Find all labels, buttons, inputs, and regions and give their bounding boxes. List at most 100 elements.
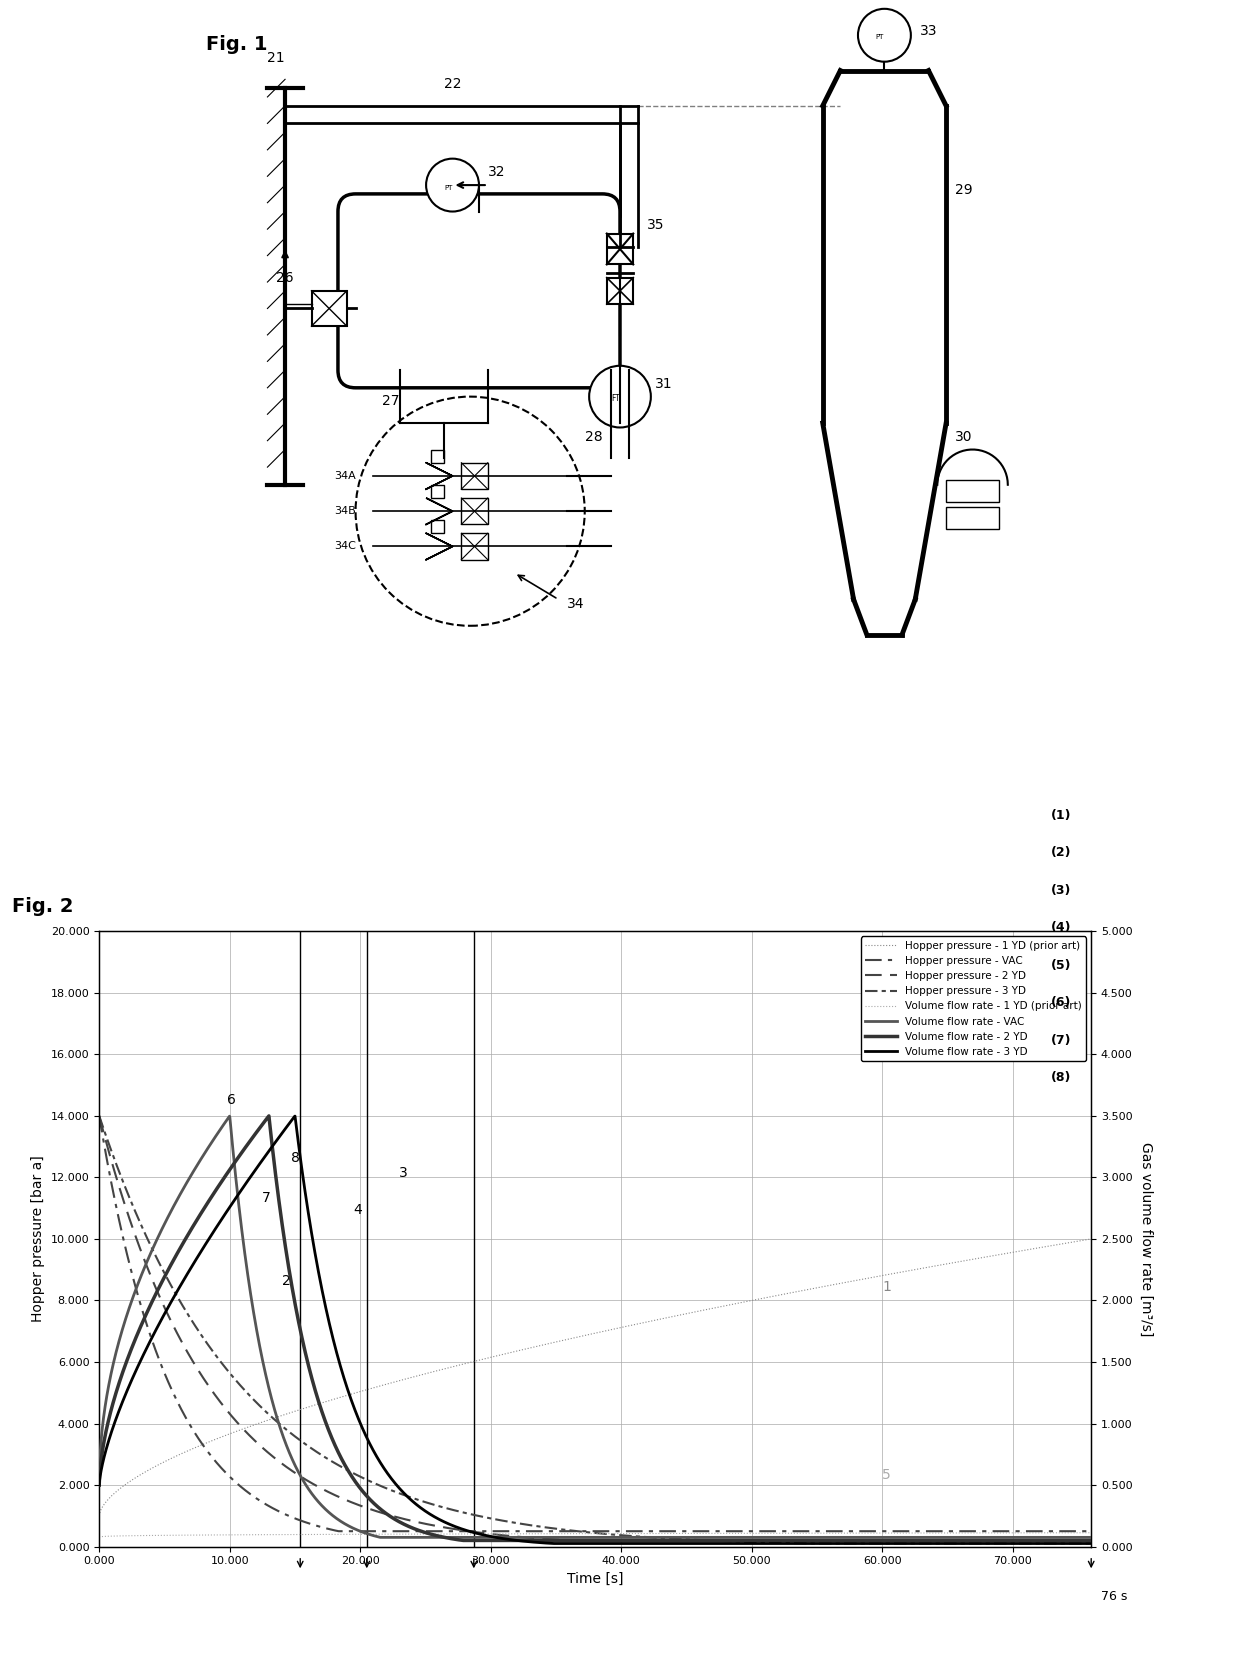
Volume flow rate - 3 YD xyxy=(92,1475,107,1495)
Circle shape xyxy=(858,8,911,62)
Text: (7): (7) xyxy=(1050,1033,1071,1046)
Hopper pressure - VAC xyxy=(957,1522,972,1542)
Text: 6: 6 xyxy=(227,1093,236,1106)
Text: 7: 7 xyxy=(263,1191,272,1206)
Hopper pressure - 3 YD xyxy=(264,1407,279,1427)
Volume flow rate - 2 YD xyxy=(1084,1530,1099,1550)
Volume flow rate - 1 YD (prior art) xyxy=(515,1523,529,1543)
Bar xyxy=(606,278,634,304)
Hopper pressure - 2 YD xyxy=(472,1523,487,1543)
Volume flow rate - 2 YD xyxy=(262,1106,277,1126)
Circle shape xyxy=(427,158,479,211)
Hopper pressure - VAC xyxy=(205,1447,219,1467)
Bar xyxy=(606,233,634,264)
Line: Hopper pressure - 1 YD (prior art): Hopper pressure - 1 YD (prior art) xyxy=(99,1239,1091,1517)
Hopper pressure - VAC xyxy=(516,1522,531,1542)
Hopper pressure - 2 YD xyxy=(563,1530,578,1550)
Volume flow rate - 3 YD xyxy=(1084,1533,1099,1553)
Volume flow rate - 2 YD xyxy=(472,1530,487,1550)
Line: Volume flow rate - 1 YD (prior art): Volume flow rate - 1 YD (prior art) xyxy=(99,1533,1091,1537)
Line: Volume flow rate - 3 YD: Volume flow rate - 3 YD xyxy=(99,1116,1091,1543)
Volume flow rate - VAC xyxy=(516,1527,531,1547)
Hopper pressure - 2 YD xyxy=(1065,1530,1080,1550)
Volume flow rate - VAC xyxy=(264,1389,279,1409)
Hopper pressure - 1 YD (prior art) xyxy=(92,1507,107,1527)
FancyBboxPatch shape xyxy=(339,195,620,387)
Volume flow rate - 3 YD xyxy=(205,1224,219,1244)
Text: 34C: 34C xyxy=(334,542,356,552)
Text: 8: 8 xyxy=(291,1151,300,1166)
X-axis label: Time [s]: Time [s] xyxy=(567,1572,624,1587)
Text: 21: 21 xyxy=(268,50,285,65)
Volume flow rate - 1 YD (prior art) xyxy=(205,1525,219,1545)
Volume flow rate - 2 YD xyxy=(516,1530,531,1550)
Volume flow rate - 3 YD xyxy=(516,1532,531,1552)
Text: 27: 27 xyxy=(382,394,399,409)
Hopper pressure - 1 YD (prior art) xyxy=(515,1340,529,1360)
Y-axis label: Gas volume flow rate [m³/s]: Gas volume flow rate [m³/s] xyxy=(1140,1142,1153,1335)
Bar xyxy=(311,291,347,326)
Hopper pressure - 3 YD xyxy=(1065,1533,1080,1553)
Volume flow rate - VAC xyxy=(1084,1527,1099,1547)
Hopper pressure - VAC xyxy=(264,1497,279,1517)
Line: Hopper pressure - VAC: Hopper pressure - VAC xyxy=(99,1116,1091,1532)
Text: Fig. 1: Fig. 1 xyxy=(206,35,268,55)
Y-axis label: Hopper pressure [bar a]: Hopper pressure [bar a] xyxy=(31,1156,45,1322)
Bar xyxy=(946,481,999,502)
Text: 34B: 34B xyxy=(334,506,356,516)
Volume flow rate - 2 YD xyxy=(959,1530,973,1550)
Legend: Hopper pressure - 1 YD (prior art), Hopper pressure - VAC, Hopper pressure - 2 Y: Hopper pressure - 1 YD (prior art), Hopp… xyxy=(862,936,1086,1061)
Hopper pressure - VAC xyxy=(92,1106,107,1126)
Text: 31: 31 xyxy=(655,378,673,391)
Hopper pressure - 1 YD (prior art) xyxy=(264,1409,279,1429)
Line: Hopper pressure - 2 YD: Hopper pressure - 2 YD xyxy=(99,1116,1091,1540)
Text: 76 s: 76 s xyxy=(1101,1590,1127,1603)
Volume flow rate - VAC xyxy=(222,1106,237,1126)
Hopper pressure - 2 YD xyxy=(92,1106,107,1126)
Volume flow rate - 3 YD xyxy=(546,1533,560,1553)
Volume flow rate - 2 YD xyxy=(264,1131,279,1151)
Volume flow rate - 2 YD xyxy=(455,1530,470,1550)
Text: 35: 35 xyxy=(646,218,663,233)
Text: (8): (8) xyxy=(1050,1071,1071,1084)
Volume flow rate - 3 YD xyxy=(264,1137,279,1157)
Volume flow rate - VAC xyxy=(1065,1527,1080,1547)
Volume flow rate - 3 YD xyxy=(288,1106,303,1126)
Bar xyxy=(430,521,444,534)
Text: 4: 4 xyxy=(353,1204,362,1217)
Volume flow rate - VAC xyxy=(373,1527,388,1547)
Text: 5: 5 xyxy=(883,1468,892,1482)
Volume flow rate - VAC xyxy=(205,1131,219,1151)
Volume flow rate - 2 YD xyxy=(1065,1530,1080,1550)
Volume flow rate - 1 YD (prior art) xyxy=(472,1523,487,1543)
Text: (1): (1) xyxy=(1050,808,1071,822)
Hopper pressure - 2 YD xyxy=(205,1382,219,1402)
Hopper pressure - 3 YD xyxy=(515,1513,529,1533)
Text: 26: 26 xyxy=(277,271,294,284)
Text: FT: FT xyxy=(611,394,620,402)
Text: (6): (6) xyxy=(1050,996,1071,1009)
Volume flow rate - 3 YD xyxy=(959,1533,973,1553)
Hopper pressure - VAC xyxy=(331,1522,346,1542)
Hopper pressure - 1 YD (prior art) xyxy=(472,1350,487,1370)
Volume flow rate - 3 YD xyxy=(472,1525,487,1545)
Line: Hopper pressure - 3 YD: Hopper pressure - 3 YD xyxy=(99,1116,1091,1543)
Bar xyxy=(461,462,487,489)
Line: Volume flow rate - 2 YD: Volume flow rate - 2 YD xyxy=(99,1116,1091,1540)
Text: PT: PT xyxy=(875,33,884,40)
Hopper pressure - VAC xyxy=(1084,1522,1099,1542)
Volume flow rate - 1 YD (prior art) xyxy=(957,1523,972,1543)
Hopper pressure - 3 YD xyxy=(472,1507,487,1527)
Hopper pressure - 1 YD (prior art) xyxy=(957,1251,972,1271)
Bar xyxy=(461,534,487,560)
Hopper pressure - 3 YD xyxy=(957,1533,972,1553)
Text: 1: 1 xyxy=(883,1281,892,1294)
Text: 28: 28 xyxy=(585,429,603,444)
Text: 30: 30 xyxy=(955,429,972,444)
Bar xyxy=(946,507,999,529)
Hopper pressure - 3 YD xyxy=(801,1533,816,1553)
Hopper pressure - 3 YD xyxy=(205,1340,219,1360)
Bar xyxy=(430,486,444,497)
Volume flow rate - 1 YD (prior art) xyxy=(92,1527,107,1547)
Hopper pressure - 2 YD xyxy=(1084,1530,1099,1550)
